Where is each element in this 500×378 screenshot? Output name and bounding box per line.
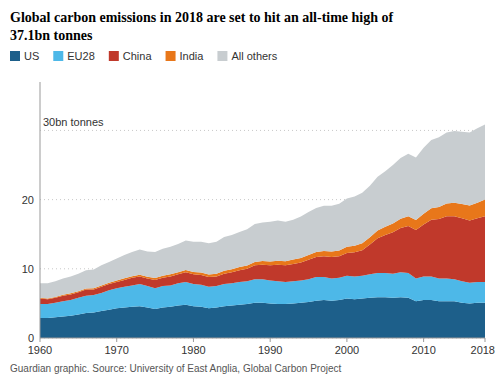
x-axis-line (40, 338, 485, 339)
x-tick (423, 338, 424, 342)
legend-label: China (123, 50, 153, 62)
x-tick (116, 338, 117, 342)
legend-swatch (109, 51, 119, 61)
legend-swatch (10, 51, 20, 61)
x-tick-label: 1970 (104, 344, 128, 356)
y-tick-label: 20 (22, 194, 34, 206)
grid-line (40, 130, 485, 131)
title: Global carbon emissions in 2018 are set … (10, 10, 394, 25)
y-tick-label: 10 (22, 263, 34, 275)
legend-swatch (166, 51, 176, 61)
x-tick (270, 338, 271, 342)
x-tick-label: 1990 (258, 344, 282, 356)
legend-label: All others (231, 50, 277, 62)
area (40, 125, 485, 299)
legend-label: India (180, 50, 205, 62)
x-tick (40, 338, 41, 342)
x-tick (485, 338, 486, 342)
y-tick-label: 0 (28, 332, 34, 344)
grid-line (40, 338, 485, 339)
subtitle: 37.1bn tonnes (10, 28, 93, 43)
legend: US EU28 China India All others (10, 50, 278, 62)
x-tick-label: 2018 (471, 344, 495, 356)
x-tick (346, 338, 347, 342)
x-tick-label: 1960 (28, 344, 52, 356)
legend-label: EU28 (67, 50, 95, 62)
legend-label: US (24, 50, 39, 62)
y-tick-label: 30bn tonnes (43, 116, 104, 128)
chart: Global carbon emissions in 2018 are set … (0, 0, 500, 378)
x-tick (193, 338, 194, 342)
legend-swatch (53, 51, 63, 61)
source: Guardian graphic. Source: University of … (10, 363, 342, 374)
y-axis-line (40, 82, 41, 338)
x-tick-label: 2010 (411, 344, 435, 356)
legend-swatch (217, 51, 227, 61)
x-ticks: 1960 1970 1980 1990 2000 2010 2018 (28, 338, 495, 356)
x-tick-label: 2000 (335, 344, 359, 356)
areas (40, 125, 485, 338)
x-tick-label: 1980 (181, 344, 205, 356)
